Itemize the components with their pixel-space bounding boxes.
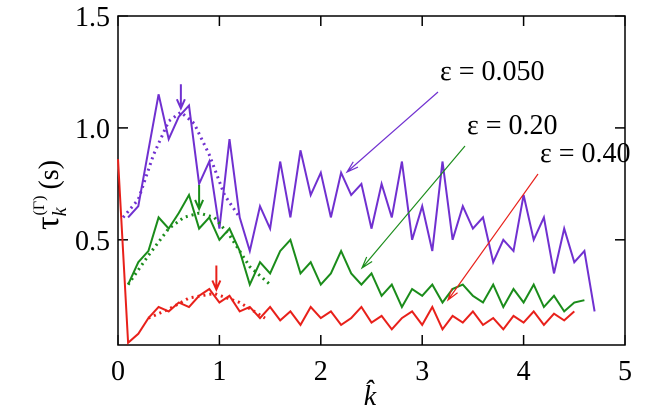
series-label: ε = 0.20 xyxy=(467,110,558,141)
fit-curve xyxy=(126,211,272,286)
peak-arrow xyxy=(175,84,186,111)
y-label-sub: k xyxy=(49,206,71,216)
y-axis-label: τk(Γ) (s) xyxy=(29,160,71,230)
y-label-symbol: τ xyxy=(29,216,66,230)
y-tick-label: 0.5 xyxy=(75,226,110,257)
y-label-sup: (Γ) xyxy=(31,196,48,216)
y-label-unit: (s) xyxy=(34,160,65,190)
peak-arrow xyxy=(194,184,205,212)
label-arrow xyxy=(345,91,439,174)
series-line xyxy=(127,94,596,312)
series-line xyxy=(127,192,585,313)
x-tick-label: 0 xyxy=(111,356,125,387)
x-axis-label: k̂ xyxy=(364,381,377,412)
y-tick-label: 1.5 xyxy=(75,2,110,33)
x-tick-label: 1 xyxy=(212,356,226,387)
y-tick-label: 1.0 xyxy=(75,114,110,145)
peak-arrow xyxy=(211,265,222,292)
x-tick-label: 2 xyxy=(314,356,328,387)
label-arrow xyxy=(360,145,466,270)
plot-frame xyxy=(117,15,626,346)
series-label: ε = 0.40 xyxy=(540,138,631,169)
series-line xyxy=(117,159,575,345)
series-label: ε = 0.050 xyxy=(440,56,545,87)
fit-curve xyxy=(147,291,266,320)
label-arrow xyxy=(446,173,539,302)
x-tick-label: 4 xyxy=(517,356,531,387)
x-tick-label: 5 xyxy=(618,356,632,387)
x-tick-label: 3 xyxy=(415,356,429,387)
